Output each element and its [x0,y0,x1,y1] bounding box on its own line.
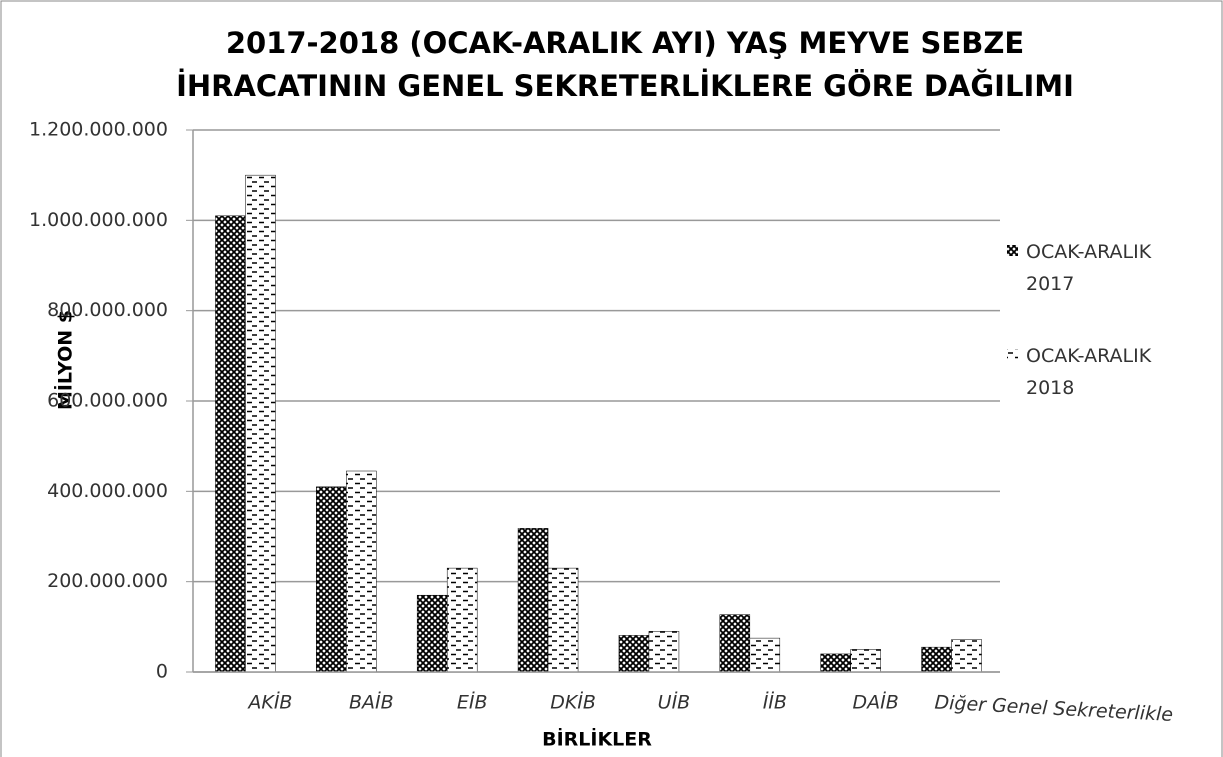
bar [618,635,650,673]
y-tick-label: 400.000.000 [47,480,168,502]
y-tick-label: 1.200.000.000 [29,119,168,141]
bar [749,637,781,673]
x-tick-label: İİB [763,691,787,714]
x-tick-label: UİB [658,691,691,714]
bar [547,567,579,673]
chart-title: 2017-2018 (OCAK-ARALIK AYI) YAŞ MEYVE SE… [226,26,1024,60]
y-axis-label: MİLYON $ [53,310,77,410]
legend-swatch [1007,349,1018,360]
legend-swatch [1007,245,1018,256]
y-tick-label: 0 [156,661,168,683]
bar [517,528,549,673]
bar [446,567,478,673]
bar [245,174,276,673]
x-tick-label: DKİB [550,691,596,714]
bar [951,639,982,673]
bar [416,594,448,673]
x-tick-label: Diğer Genel Sekreterlikle [934,692,1174,726]
y-tick-label: 800.000.000 [47,299,168,321]
y-tick-label: 1.000.000.000 [29,209,168,231]
bar [850,649,881,673]
x-tick-label: BAİB [349,691,394,714]
x-tick-label: EİB [457,691,488,714]
legend-entry: OCAK-ARALIK 2018 [1026,345,1152,399]
bar [921,646,952,673]
bar [215,215,246,673]
bar [316,486,347,673]
bar [820,653,851,673]
y-tick-label: 200.000.000 [47,570,168,592]
bar [346,470,377,673]
bar [719,614,751,673]
y-tick-label: 600.000.000 [47,390,168,412]
chart-title: İHRACATININ GENEL SEKRETERLİKLERE GÖRE D… [176,69,1074,103]
legend-entry: OCAK-ARALIK 2017 [1026,241,1152,295]
bar [648,631,680,673]
x-tick-label: DAİB [853,691,899,714]
x-tick-label: AKİB [246,691,292,714]
x-axis-label: BİRLİKLER [542,727,652,751]
